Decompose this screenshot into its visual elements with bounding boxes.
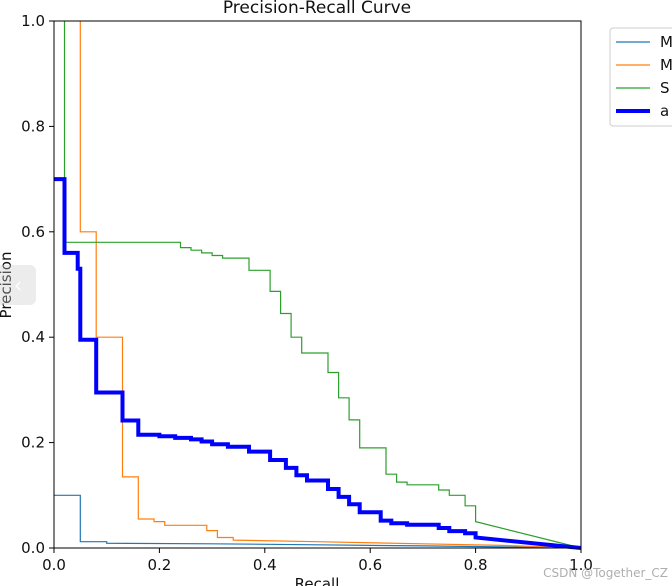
y-tick-label: 0.2 — [21, 434, 45, 452]
legend-box — [609, 27, 672, 127]
series-layer — [54, 21, 582, 550]
legend-label-3: a — [660, 102, 669, 120]
series-line-3 — [54, 177, 582, 550]
x-axis-title: Recall — [295, 575, 340, 586]
x-tick-label: 1.0 — [569, 556, 593, 574]
y-tick-label: 1.0 — [21, 12, 45, 30]
legend-label-1: M — [660, 56, 672, 74]
y-tick-label: 0.6 — [21, 223, 45, 241]
y-tick-label: 0.8 — [21, 117, 45, 135]
chart-title: Precision-Recall Curve — [223, 0, 411, 18]
y-axis-title: Precision — [0, 252, 15, 319]
axis-ticks: 0.0 0.2 0.4 0.6 0.8 1.0 0.0 0.2 0.4 0.6 0.8 1.0 — [21, 12, 593, 574]
previous-image-button[interactable]: ‹ — [0, 265, 36, 305]
y-tick-label: 0.4 — [21, 328, 45, 346]
series-line-0 — [54, 494, 582, 549]
x-tick-label: 0.2 — [147, 556, 171, 574]
x-tick-label: 0.0 — [42, 556, 66, 574]
legend-label-2: S — [660, 79, 670, 97]
legend-label-0: M — [660, 33, 672, 51]
x-tick-label: 0.4 — [253, 556, 277, 574]
series-line-2 — [63, 21, 582, 549]
x-tick-label: 0.6 — [358, 556, 382, 574]
plot-frame — [53, 20, 582, 549]
y-tick-label: 0.0 — [21, 539, 45, 557]
x-tick-label: 0.8 — [464, 556, 488, 574]
series-line-1 — [79, 21, 582, 549]
watermark: CSDN @Together_CZ — [543, 566, 668, 580]
